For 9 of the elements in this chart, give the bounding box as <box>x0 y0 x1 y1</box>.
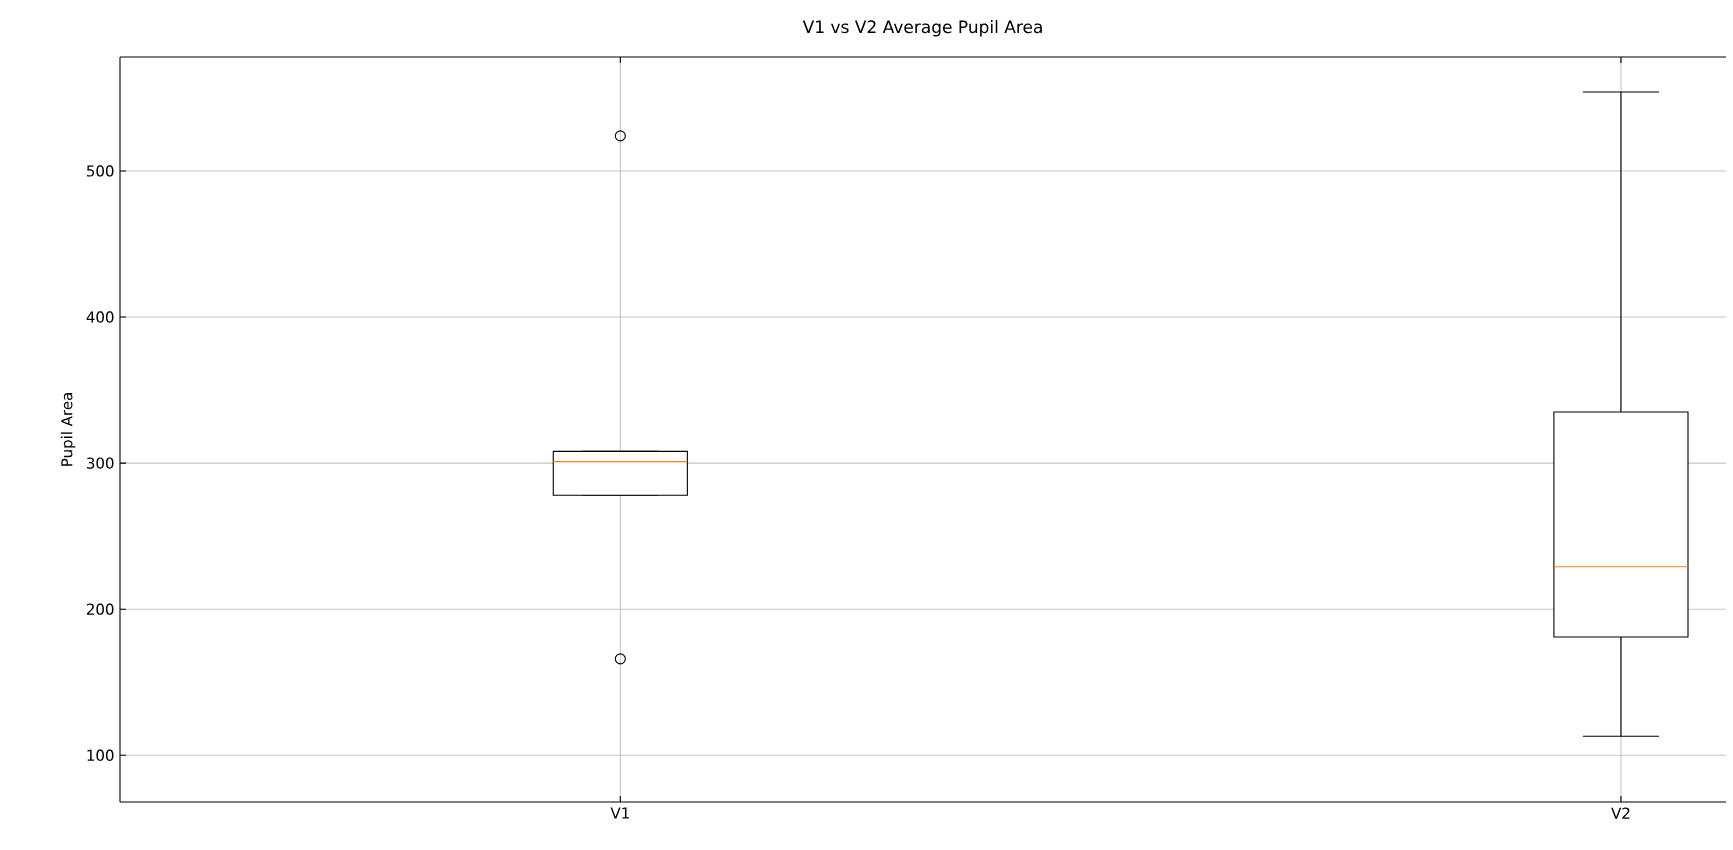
y-axis-title: Pupil Area <box>60 393 76 466</box>
y-tick-label: 300 <box>87 457 114 469</box>
x-tick-label: V2 <box>1611 807 1630 819</box>
x-tick-label: V1 <box>610 807 629 819</box>
y-tick-label: 100 <box>87 749 114 761</box>
y-tick-label: 400 <box>86 311 114 323</box>
y-tick-label: 200 <box>86 603 114 615</box>
y-tick-label: 500 <box>87 165 114 177</box>
chart-title: V1 vs V2 Average Pupil Area <box>802 20 1042 37</box>
